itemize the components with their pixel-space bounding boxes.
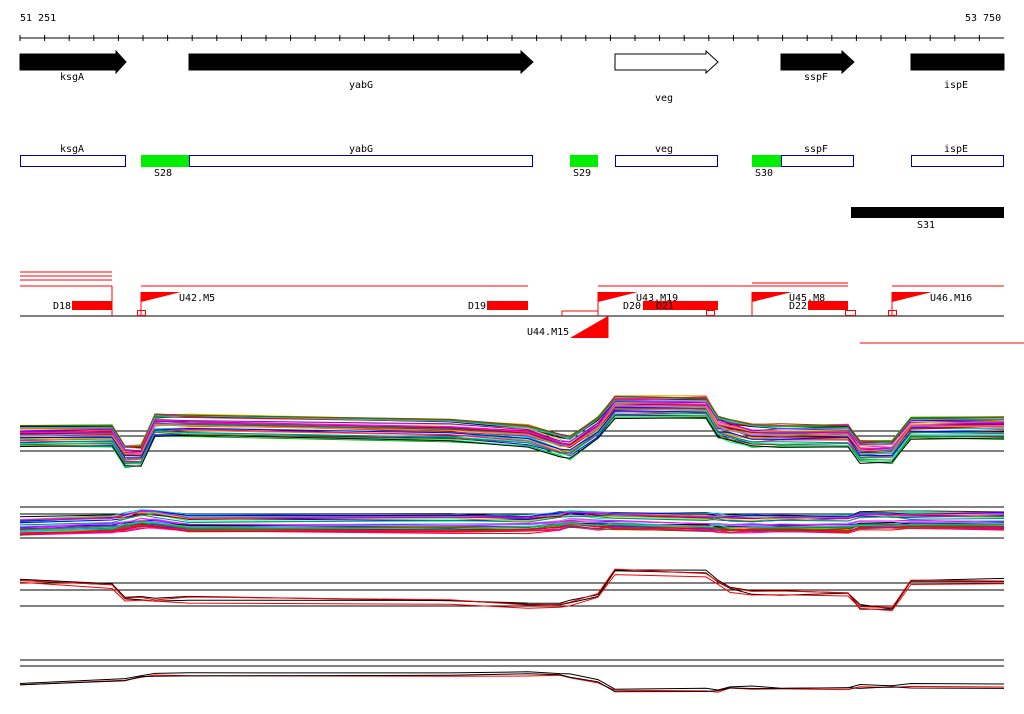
upshift-label-U42: U42.M5 xyxy=(179,293,216,304)
gene-box-yabG[interactable] xyxy=(189,155,533,167)
expression-panel-1 xyxy=(19,395,1005,469)
coord-end-label: 53 750 xyxy=(965,13,1002,24)
gene-box-track xyxy=(20,155,1004,167)
expression-panel-2 xyxy=(19,506,1005,539)
gene-arrow-yabG[interactable] xyxy=(188,49,534,75)
gene-box-sspF[interactable] xyxy=(781,155,854,167)
expression-panel-4 xyxy=(19,659,1005,693)
upshift-flag-U43[interactable] xyxy=(597,292,638,316)
ruler xyxy=(19,35,1004,41)
gene-box-ksgA[interactable] xyxy=(20,155,126,167)
gene-box-label-ksgA: ksgA xyxy=(59,144,85,155)
gene-box-label-sspF: sspF xyxy=(803,144,829,155)
site-bar-S31[interactable] xyxy=(851,207,1004,218)
gene-arrow-sspF[interactable] xyxy=(780,49,855,75)
gene-label-ksgA: ksgA xyxy=(59,72,85,83)
gene-label-veg: veg xyxy=(654,93,674,104)
site-box-S29[interactable] xyxy=(570,155,598,167)
segment-bar-D18[interactable] xyxy=(72,301,112,310)
upshift-flag-U42[interactable] xyxy=(140,292,181,316)
site-box-S30[interactable] xyxy=(752,155,781,167)
site-label-S28: S28 xyxy=(153,168,173,179)
segment-label-D20: D20 xyxy=(623,301,642,312)
upshift-flag-U45[interactable] xyxy=(751,292,792,316)
segment-label-D18: D18 xyxy=(53,301,72,312)
gene-arrow-ispE[interactable] xyxy=(910,53,1005,71)
site-label-S31: S31 xyxy=(916,220,936,231)
feature-track xyxy=(20,271,1024,344)
upshift-label-U46: U46.M16 xyxy=(930,293,973,304)
upshift-label-U45: U45.M8 xyxy=(789,293,826,304)
site-label-S29: S29 xyxy=(572,168,592,179)
expression-panel-3 xyxy=(19,568,1005,612)
segment-bar-D19[interactable] xyxy=(487,301,528,310)
gene-box-veg[interactable] xyxy=(615,155,718,167)
upshift-label-U44: U44.M15 xyxy=(527,327,570,338)
upshift-flag-U44[interactable] xyxy=(570,316,609,338)
gene-label-yabG: yabG xyxy=(348,80,374,91)
gene-arrow-track xyxy=(19,49,1005,75)
segment-label-D22: D22 xyxy=(789,301,808,312)
gene-box-label-yabG: yabG xyxy=(348,144,374,155)
upshift-flag-U46[interactable] xyxy=(891,292,932,316)
segment-label-D21: D21 xyxy=(656,301,675,312)
gene-arrow-ksgA[interactable] xyxy=(19,49,127,75)
segment-bar-D20[interactable] xyxy=(643,301,718,310)
gene-label-sspF: sspF xyxy=(803,72,829,83)
gene-box-label-veg: veg xyxy=(654,144,674,155)
upshift-label-U43: U43.M19 xyxy=(636,293,679,304)
gene-label-ispE: ispE xyxy=(943,80,969,91)
site-box-S28[interactable] xyxy=(141,155,189,167)
gene-box-label-ispE: ispE xyxy=(943,144,969,155)
gene-box-ispE[interactable] xyxy=(911,155,1004,167)
coord-start-label: 51 251 xyxy=(20,13,57,24)
gene-arrow-veg[interactable] xyxy=(614,49,719,75)
site-label-S30: S30 xyxy=(754,168,774,179)
segment-bar-D22[interactable] xyxy=(808,301,848,310)
segment-label-D19: D19 xyxy=(468,301,487,312)
